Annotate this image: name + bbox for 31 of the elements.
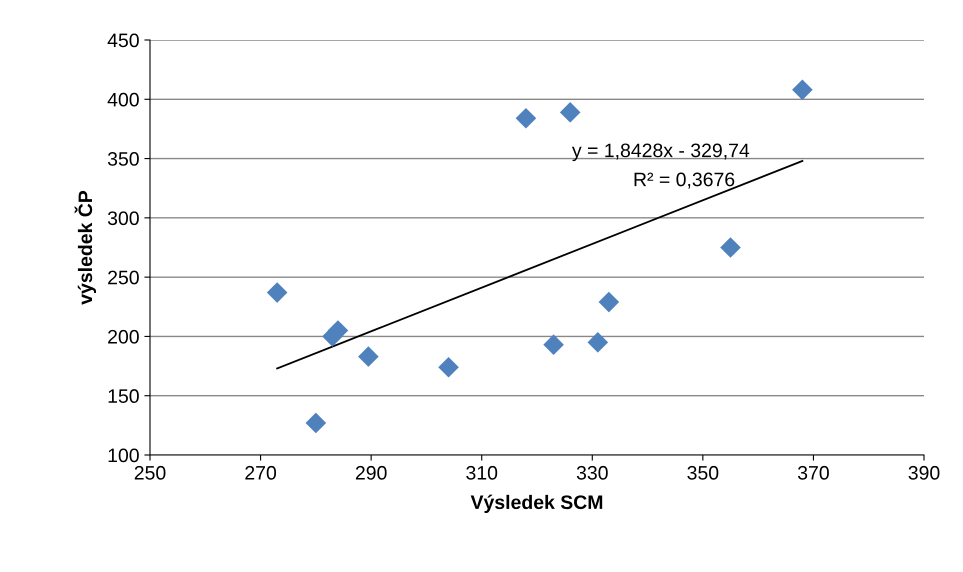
- point: [543, 334, 564, 356]
- x-tick-label: 390: [908, 466, 940, 480]
- annotation: y = 1,8428x - 329,74: [572, 144, 750, 162]
- x-tick-label: 290: [356, 466, 387, 480]
- y-tick-label: 300: [108, 211, 139, 226]
- x-tick-label: 270: [245, 466, 276, 480]
- point: [306, 412, 326, 434]
- point: [358, 346, 379, 367]
- point: [516, 108, 536, 129]
- x-tick-label: 250: [134, 466, 166, 480]
- point: [598, 292, 620, 312]
- point: [560, 102, 580, 123]
- x-tick-label: 370: [798, 466, 829, 480]
- point: [720, 237, 741, 258]
- y-tick-label: 350: [108, 152, 139, 166]
- point: [792, 80, 813, 100]
- y-tick-label: 400: [108, 92, 139, 107]
- x-axis-title: Výsledek SCM: [470, 494, 602, 513]
- y-axis-title: výsledek ČP: [74, 190, 96, 305]
- x-tick-label: 350: [687, 466, 718, 480]
- y-tick-label: 200: [108, 330, 139, 344]
- y-tick-label: 250: [108, 270, 139, 284]
- x-tick-label: 310: [466, 466, 498, 480]
- y-tick-label: 100: [108, 448, 139, 462]
- annotation: R² = 0,3676: [634, 172, 734, 189]
- y-tick-label: 150: [108, 389, 139, 403]
- point: [438, 356, 459, 378]
- point: [588, 332, 608, 353]
- y-tick-label: 450: [108, 33, 139, 48]
- x-tick-label: 330: [576, 466, 608, 480]
- point: [266, 282, 288, 303]
